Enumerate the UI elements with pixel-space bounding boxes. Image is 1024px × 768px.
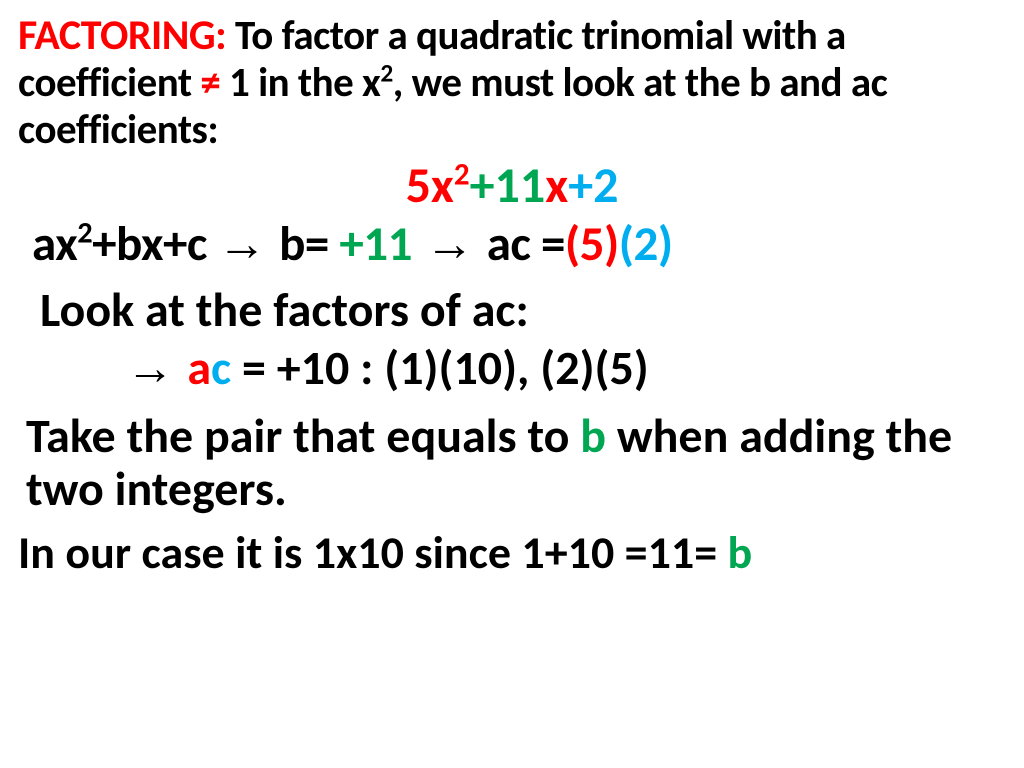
factors-list: = +10 : (1)(10), (2)(5) (231, 338, 649, 397)
take-part1: Take the pair that equals to (26, 406, 580, 465)
intro-sup: 2 (380, 58, 392, 89)
expr-term2-var: x (545, 155, 568, 216)
arrow-icon: → (217, 217, 279, 271)
factors-c: c (211, 338, 231, 397)
look-at-factors: Look at the factors of ac: (18, 282, 1006, 337)
intro-part2: 1 in the x (220, 58, 380, 108)
factors-a: a (187, 338, 211, 397)
ac-c-factor: (2) (619, 214, 673, 274)
b-value: +11 (339, 214, 412, 274)
intro-paragraph: FACTORING: To factor a quadratic trinomi… (18, 12, 1006, 155)
expr-term3: +2 (568, 155, 618, 216)
case-part1: In our case it is 1x10 since 1+10 =11= (18, 525, 728, 581)
take-pair-instruction: Take the pair that equals to b when addi… (18, 410, 1006, 516)
ac-a-factor: (5) (565, 214, 619, 274)
case-b: b (728, 525, 753, 581)
quadratic-expression: 5x2+11x+2 (18, 157, 1006, 215)
arrow-icon: → (412, 217, 487, 271)
b-equals: b= (279, 214, 339, 274)
formula-row: ax2+bx+c → b= +11 → ac =(5)(2) (18, 216, 1006, 272)
factors-of-ac: → ac = +10 : (1)(10), (2)(5) (18, 340, 1006, 396)
expr-term2: +11 (470, 155, 546, 216)
factoring-label: FACTORING: (18, 10, 226, 61)
formula-lhs: ax2+bx+c (32, 214, 217, 274)
not-equal-sign: ≠ (200, 58, 220, 108)
expr-term1: 5x2 (406, 155, 470, 216)
take-b: b (580, 406, 606, 465)
ac-equals: ac = (487, 214, 565, 274)
our-case-result: In our case it is 1x10 since 1+10 =11= b (18, 527, 1006, 580)
arrow-icon: → (126, 342, 187, 395)
